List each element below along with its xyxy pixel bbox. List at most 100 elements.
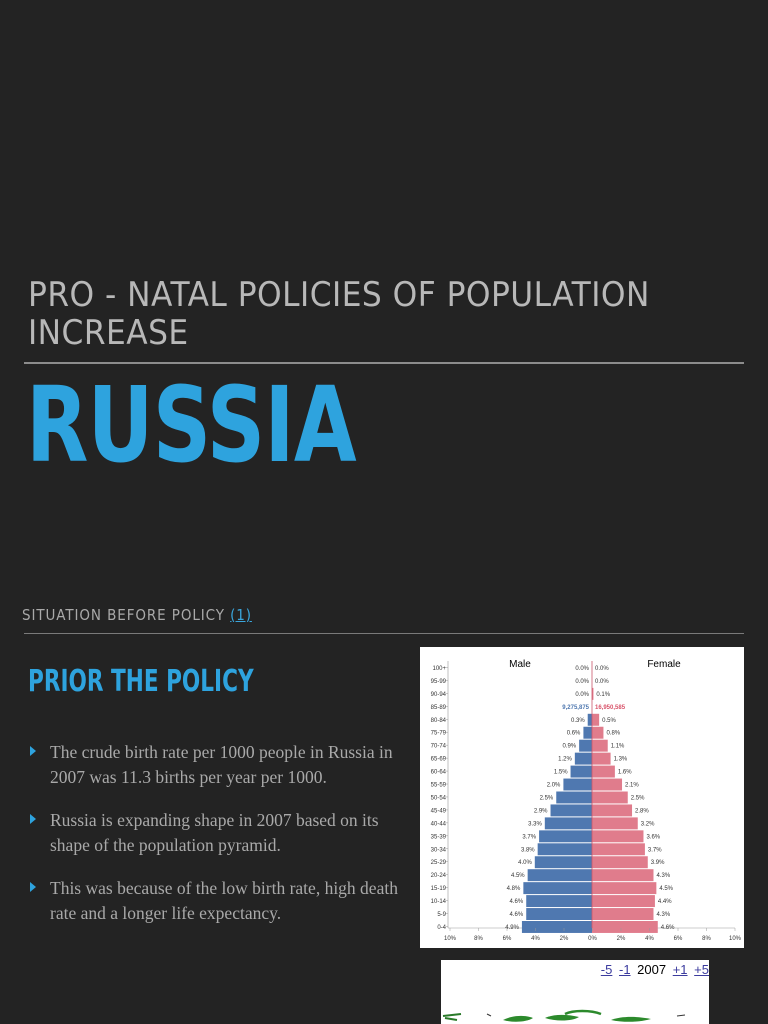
next1-link[interactable]: +1 — [672, 962, 688, 977]
female-data-label: 0.1% — [596, 692, 610, 698]
legend-male: Male — [509, 659, 531, 670]
bullet-triangle-icon — [30, 882, 36, 892]
age-tick-label: 40-44 — [431, 821, 447, 827]
male-bar — [539, 830, 592, 843]
prev1-link[interactable]: -1 — [618, 962, 631, 977]
slide-subtitle: PRO - NATAL POLICIES OF POPULATION INCRE… — [28, 275, 650, 353]
age-tick-label: 90-94 — [431, 692, 447, 698]
x-tick-label: 0% — [588, 936, 597, 942]
male-bar — [534, 856, 592, 869]
male-data-label: 2.0% — [547, 783, 561, 789]
female-bar — [592, 778, 623, 791]
age-tick-label: 0-4 — [437, 925, 446, 931]
female-data-label: 0.5% — [602, 718, 616, 724]
female-data-label: 4.3% — [656, 912, 670, 918]
male-data-label: 0.0% — [575, 692, 589, 698]
year-label: 2007 — [637, 962, 667, 977]
title-divider — [24, 362, 744, 364]
female-data-label: 4.3% — [656, 873, 670, 879]
age-tick-label: 80-84 — [431, 718, 447, 724]
female-bar — [592, 687, 594, 700]
female-bar — [592, 843, 645, 856]
male-bar — [523, 882, 592, 895]
female-bar — [592, 752, 611, 765]
age-tick-label: 30-34 — [431, 847, 447, 853]
x-tick-label: 2% — [617, 936, 626, 942]
female-data-label: 0.0% — [595, 679, 609, 685]
female-data-label: 4.4% — [658, 899, 672, 905]
male-data-label: 2.9% — [534, 808, 548, 814]
male-data-label: 0.0% — [575, 666, 589, 672]
male-bar — [544, 817, 592, 830]
male-data-label: 4.6% — [510, 912, 524, 918]
male-data-label: 0.9% — [562, 744, 576, 750]
bullet-list: The crude birth rate per 1000 people in … — [28, 740, 400, 944]
male-bar — [563, 778, 592, 791]
x-tick-label: 8% — [474, 936, 483, 942]
content-heading: PRIOR THE POLICY — [28, 664, 254, 699]
world-map-panel: -5 -1 2007 +1 +5 — [441, 960, 709, 1024]
x-tick-label: 4% — [645, 936, 654, 942]
female-data-label: 3.6% — [646, 834, 660, 840]
age-tick-label: 25-29 — [431, 860, 447, 866]
female-bar — [592, 882, 657, 895]
male-bar — [579, 739, 592, 752]
female-bar — [592, 713, 600, 726]
female-data-label: 1.3% — [614, 757, 628, 763]
female-bar — [592, 921, 658, 933]
male-bar — [556, 791, 592, 804]
female-bar — [592, 804, 633, 817]
bullet-item: This was because of the low birth rate, … — [28, 876, 400, 925]
female-total-label: 16,950,585 — [595, 705, 626, 711]
section-ref-link[interactable]: (1) — [230, 606, 252, 624]
male-data-label: 1.2% — [558, 757, 572, 763]
age-tick-label: 35-39 — [431, 834, 447, 840]
age-tick-label: 5-9 — [437, 912, 446, 918]
age-tick-label: 95-99 — [431, 679, 447, 685]
male-bar — [550, 804, 592, 817]
male-data-label: 1.5% — [554, 770, 568, 776]
male-bar — [526, 908, 592, 920]
female-bar — [592, 895, 655, 908]
male-data-label: 3.8% — [521, 847, 535, 853]
male-data-label: 4.0% — [518, 860, 532, 866]
male-data-label: 0.3% — [571, 718, 585, 724]
male-bar — [574, 752, 592, 765]
section-label: SITUATION BEFORE POLICY — [22, 606, 225, 624]
age-tick-label: 45-49 — [431, 808, 447, 814]
x-tick-label: 10% — [729, 936, 742, 942]
age-tick-label: 70-74 — [431, 744, 447, 750]
male-bar — [570, 765, 592, 778]
male-data-label: 3.3% — [528, 821, 542, 827]
prev5-link[interactable]: -5 — [600, 962, 613, 977]
female-bar — [592, 856, 648, 869]
pyramid-svg: Male Female 100+ 0.0% 0.0% 95-99 0.0% 0.0% 90-94… — [431, 659, 742, 942]
slide-title: RUSSIA — [26, 364, 357, 486]
section-divider — [24, 633, 744, 634]
population-pyramid-chart: Male Female 100+ 0.0% 0.0% 95-99 0.0% 0.0% 90-94… — [420, 647, 744, 948]
section-header: SITUATION BEFORE POLICY (1) — [22, 606, 252, 624]
bullet-item: Russia is expanding shape in 2007 based … — [28, 808, 400, 857]
male-data-label: 2.5% — [540, 795, 554, 801]
age-tick-label: 15-19 — [431, 886, 447, 892]
female-bar — [592, 791, 628, 804]
x-tick-label: 10% — [444, 936, 457, 942]
year-navigation: -5 -1 2007 +1 +5 — [598, 962, 709, 977]
female-data-label: 3.7% — [648, 847, 662, 853]
male-bar — [587, 713, 592, 726]
age-tick-label: 20-24 — [431, 873, 447, 879]
male-total-label: 9,275,875 — [562, 705, 589, 711]
male-data-label: 4.8% — [507, 886, 521, 892]
male-data-label: 0.6% — [567, 731, 581, 737]
female-data-label: 2.5% — [631, 795, 645, 801]
female-bar — [592, 817, 638, 830]
female-bar — [592, 739, 608, 752]
female-data-label: 1.6% — [618, 770, 632, 776]
next5-link[interactable]: +5 — [694, 962, 709, 977]
x-tick-label: 8% — [702, 936, 711, 942]
bullet-triangle-icon — [30, 814, 36, 824]
bullet-triangle-icon — [30, 746, 36, 756]
age-tick-label: 85-89 — [431, 705, 447, 711]
female-data-label: 0.8% — [606, 731, 620, 737]
male-data-label: 4.6% — [510, 899, 524, 905]
